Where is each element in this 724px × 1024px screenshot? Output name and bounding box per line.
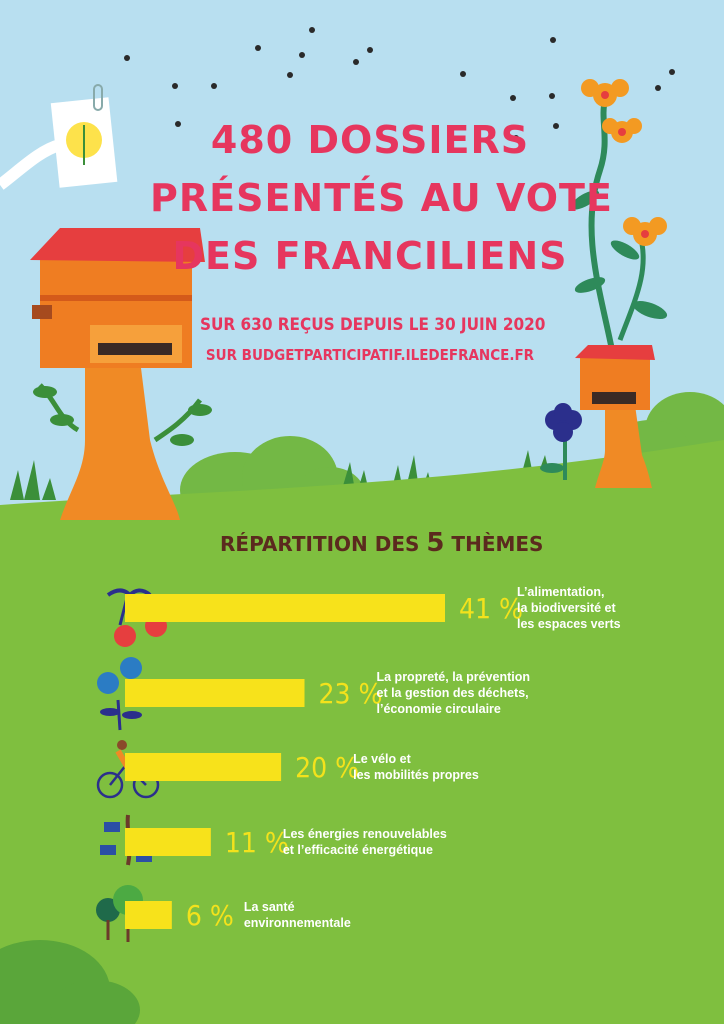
subheadline-website: SUR BUDGETPARTICIPATIF.ILEDEFRANCE.FR — [205, 346, 535, 364]
category-label-4: Les énergies renouvelables et l’efficaci… — [282, 827, 447, 857]
category-label-3: Le vélo et les mobilités propres — [353, 752, 479, 782]
value-label-1: 41 % — [459, 592, 523, 625]
recycling-flower-icon — [97, 657, 142, 731]
value-label-2: 23 % — [319, 677, 383, 710]
grass-hill — [0, 440, 724, 1024]
value-label-5: 6 % — [186, 899, 234, 932]
headline-line-3: DES FRANCILIENS — [172, 234, 568, 278]
bar-1 — [125, 594, 445, 622]
category-label-5: La santé environnementale — [243, 900, 351, 930]
category-label-2: La propreté, la prévention et la gestion… — [376, 670, 531, 716]
chart-title-prefix: RÉPARTITION DES — [220, 532, 427, 556]
bar-3 — [125, 753, 282, 781]
subheadline-received: SUR 630 REÇUS DEPUIS LE 30 JUIN 2020 — [200, 315, 546, 335]
blue-flower — [540, 403, 582, 480]
beehive-right — [570, 79, 668, 488]
chart-title-number: 5 — [426, 528, 445, 558]
category-label-1: L’alimentation, la biodiversité et les e… — [517, 585, 621, 631]
bar-5 — [125, 901, 172, 929]
headline-line-1: 480 DOSSIERS — [210, 118, 530, 162]
chart-title-suffix: THÈMES — [444, 532, 544, 556]
bar-4 — [125, 828, 211, 856]
headline-line-2: PRÉSENTÉS AU VOTE — [150, 176, 613, 220]
value-label-4: 11 % — [225, 826, 289, 859]
chart-title: RÉPARTITION DES 5 THÈMES — [220, 528, 543, 558]
lightbulb-note — [0, 84, 118, 190]
beehive-left — [30, 228, 212, 520]
value-label-3: 20 % — [295, 751, 359, 784]
bush-bottom — [0, 940, 140, 1024]
bees — [124, 27, 675, 141]
bar-2 — [125, 679, 305, 707]
